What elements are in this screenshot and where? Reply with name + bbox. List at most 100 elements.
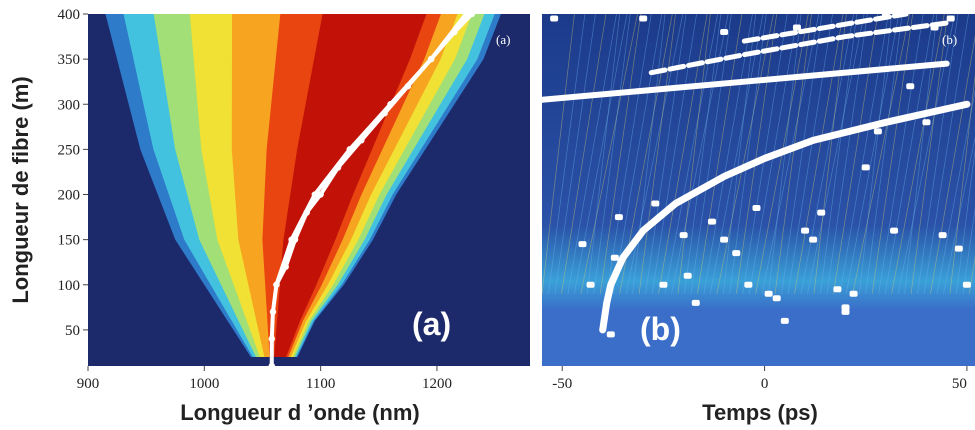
soliton-point-15 — [772, 295, 781, 302]
streak-10 — [606, 14, 652, 294]
streak-46 — [839, 14, 889, 294]
panel-b: -50 0 50 (b) (b) Temps (ps) — [542, 14, 975, 425]
streak-5 — [574, 14, 628, 294]
spectral-layer-6 — [274, 14, 427, 357]
panel-b-big-label: (b) — [640, 311, 681, 347]
soliton-point-5 — [659, 281, 668, 288]
soliton-point-29 — [938, 232, 947, 239]
trace-1-line — [274, 14, 469, 287]
streak-36 — [774, 14, 812, 294]
panel-a-x-tick-label-0: 900 — [77, 376, 100, 392]
soliton-point-1 — [586, 281, 595, 288]
panel-a: 900 1000 1100 1200 50 100 150 200 250 300 350 400 (… — [8, 7, 530, 425]
soliton-point-7 — [683, 272, 692, 279]
streak-37 — [781, 14, 823, 294]
soliton-point-35 — [639, 15, 648, 22]
streak-4 — [567, 14, 617, 294]
panel-a-y-axis-title: Longueur de fibre (m) — [8, 76, 33, 303]
streak-44 — [826, 14, 868, 294]
soliton-point-37 — [792, 24, 801, 31]
streak-6 — [580, 14, 638, 294]
streak-61 — [936, 89, 975, 294]
soliton-point-30 — [954, 245, 963, 252]
panel-a-small-label: (a) — [496, 32, 510, 47]
soliton-point-19 — [817, 209, 826, 216]
streak-60 — [930, 35, 975, 294]
streak-2 — [554, 14, 596, 294]
panel-b-plot-area — [542, 14, 975, 338]
streak-3 — [561, 14, 607, 294]
streak-55 — [897, 14, 956, 294]
panel-a-y-tick-label-2: 150 — [58, 233, 81, 249]
streak-62 — [943, 136, 975, 294]
soliton-point-22 — [849, 290, 858, 297]
soliton-point-32 — [606, 331, 615, 338]
streak-50 — [865, 14, 903, 294]
panel-b-x-tick-label-0: -50 — [552, 376, 572, 392]
streak-54 — [891, 14, 945, 294]
soliton-point-34 — [550, 15, 559, 22]
soliton-point-3 — [614, 214, 623, 221]
panel-a-y-tick-label-3: 200 — [58, 188, 81, 204]
soliton-point-6 — [679, 232, 688, 239]
soliton-point-33 — [841, 304, 850, 311]
streak-28 — [722, 14, 757, 294]
streak-18 — [658, 14, 708, 294]
streak-53 — [884, 14, 935, 294]
upper-white-line-0 — [542, 60, 950, 103]
streak-58 — [917, 14, 959, 294]
streak-1 — [548, 14, 586, 294]
streak-9 — [599, 14, 642, 294]
streak-40 — [800, 14, 854, 294]
soliton-point-27 — [922, 119, 931, 126]
soliton-point-39 — [946, 15, 955, 22]
soliton-point-20 — [833, 286, 842, 293]
streak-27 — [716, 14, 774, 294]
panel-b-small-label: (b) — [942, 32, 957, 47]
streak-24 — [697, 14, 743, 294]
streak-11 — [612, 14, 663, 294]
soliton-point-0 — [578, 241, 587, 248]
streak-30 — [735, 14, 778, 294]
soliton-point-16 — [780, 317, 789, 324]
streak-29 — [729, 14, 767, 294]
soliton-point-31 — [962, 281, 971, 288]
panel-b-background — [542, 14, 975, 366]
panel-a-big-label: (a) — [412, 306, 451, 342]
soliton-point-17 — [801, 227, 810, 234]
panel-a-x-tick-label-1: 1000 — [189, 376, 219, 392]
streak-43 — [820, 14, 858, 294]
panel-a-y-tick-label-0: 50 — [65, 323, 80, 339]
upper-white-line-1 — [648, 20, 950, 76]
soliton-point-38 — [881, 14, 890, 17]
soliton-point-21 — [841, 308, 850, 315]
panel-b-x-tick-label-1: 0 — [761, 376, 769, 392]
streak-57 — [910, 14, 948, 294]
streak-59 — [923, 14, 969, 294]
streak-16 — [645, 14, 687, 294]
soliton-point-10 — [720, 236, 729, 243]
soliton-point-24 — [873, 128, 882, 135]
streak-47 — [845, 14, 900, 294]
soliton-point-4 — [651, 200, 660, 207]
white-curve — [599, 100, 971, 334]
streak-49 — [858, 14, 892, 294]
panel-a-axes: 900 1000 1100 1200 50 100 150 200 250 300 350 400 — [58, 7, 452, 392]
streak-17 — [651, 14, 697, 294]
streak-21 — [677, 14, 711, 294]
streak-8 — [593, 14, 631, 294]
streak-0 — [542, 14, 575, 294]
streak-15 — [638, 14, 676, 294]
panel-a-y-tick-label-7: 400 — [58, 7, 81, 23]
streak-56 — [904, 14, 938, 294]
soliton-point-23 — [861, 164, 870, 171]
streak-42 — [813, 14, 847, 294]
panel-a-plot-area — [105, 14, 501, 366]
panel-b-axes: -50 0 50 — [552, 366, 968, 392]
streak-52 — [878, 14, 924, 294]
panel-a-y-tick-label-4: 250 — [58, 142, 81, 158]
panel-a-x-axis-title: Longueur d ’onde (nm) — [180, 400, 420, 425]
streak-34 — [761, 14, 820, 294]
soliton-point-28 — [930, 24, 939, 31]
